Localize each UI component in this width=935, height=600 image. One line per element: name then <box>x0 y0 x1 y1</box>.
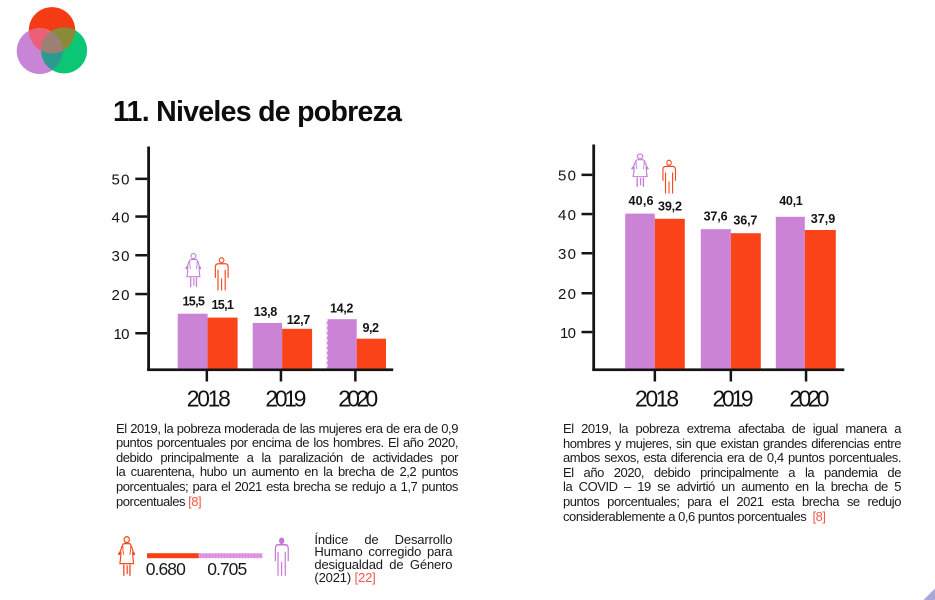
svg-text:13,8: 13,8 <box>254 305 278 319</box>
svg-text:30: 30 <box>558 246 576 263</box>
svg-text:2019: 2019 <box>713 385 754 411</box>
svg-text:36,7: 36,7 <box>733 214 757 228</box>
svg-text:2019: 2019 <box>265 385 306 411</box>
svg-text:2020: 2020 <box>338 385 378 411</box>
svg-text:39,2: 39,2 <box>658 200 682 214</box>
svg-text:40,1: 40,1 <box>779 194 803 208</box>
svg-text:9,2: 9,2 <box>363 321 380 335</box>
svg-text:0.705: 0.705 <box>207 559 247 579</box>
svg-text:37,6: 37,6 <box>704 210 728 224</box>
svg-text:12,7: 12,7 <box>287 313 311 327</box>
svg-text:40: 40 <box>112 209 130 226</box>
svg-text:15,5: 15,5 <box>182 295 205 309</box>
svg-text:10: 10 <box>114 326 130 343</box>
svg-text:10: 10 <box>560 325 576 342</box>
svg-text:2020: 2020 <box>789 385 829 411</box>
svg-text:20: 20 <box>558 286 576 303</box>
svg-text:40: 40 <box>558 207 576 224</box>
svg-text:2018: 2018 <box>635 385 679 411</box>
svg-text:0.680: 0.680 <box>146 559 186 579</box>
svg-text:20: 20 <box>112 287 130 304</box>
svg-text:50: 50 <box>558 168 576 185</box>
svg-text:14,2: 14,2 <box>330 301 354 315</box>
svg-text:37,9: 37,9 <box>811 212 836 226</box>
svg-text:40,6: 40,6 <box>629 194 654 208</box>
svg-text:15,1: 15,1 <box>211 298 234 312</box>
svg-text:50: 50 <box>112 172 130 189</box>
svg-text:30: 30 <box>112 248 130 265</box>
svg-text:2018: 2018 <box>187 385 231 411</box>
